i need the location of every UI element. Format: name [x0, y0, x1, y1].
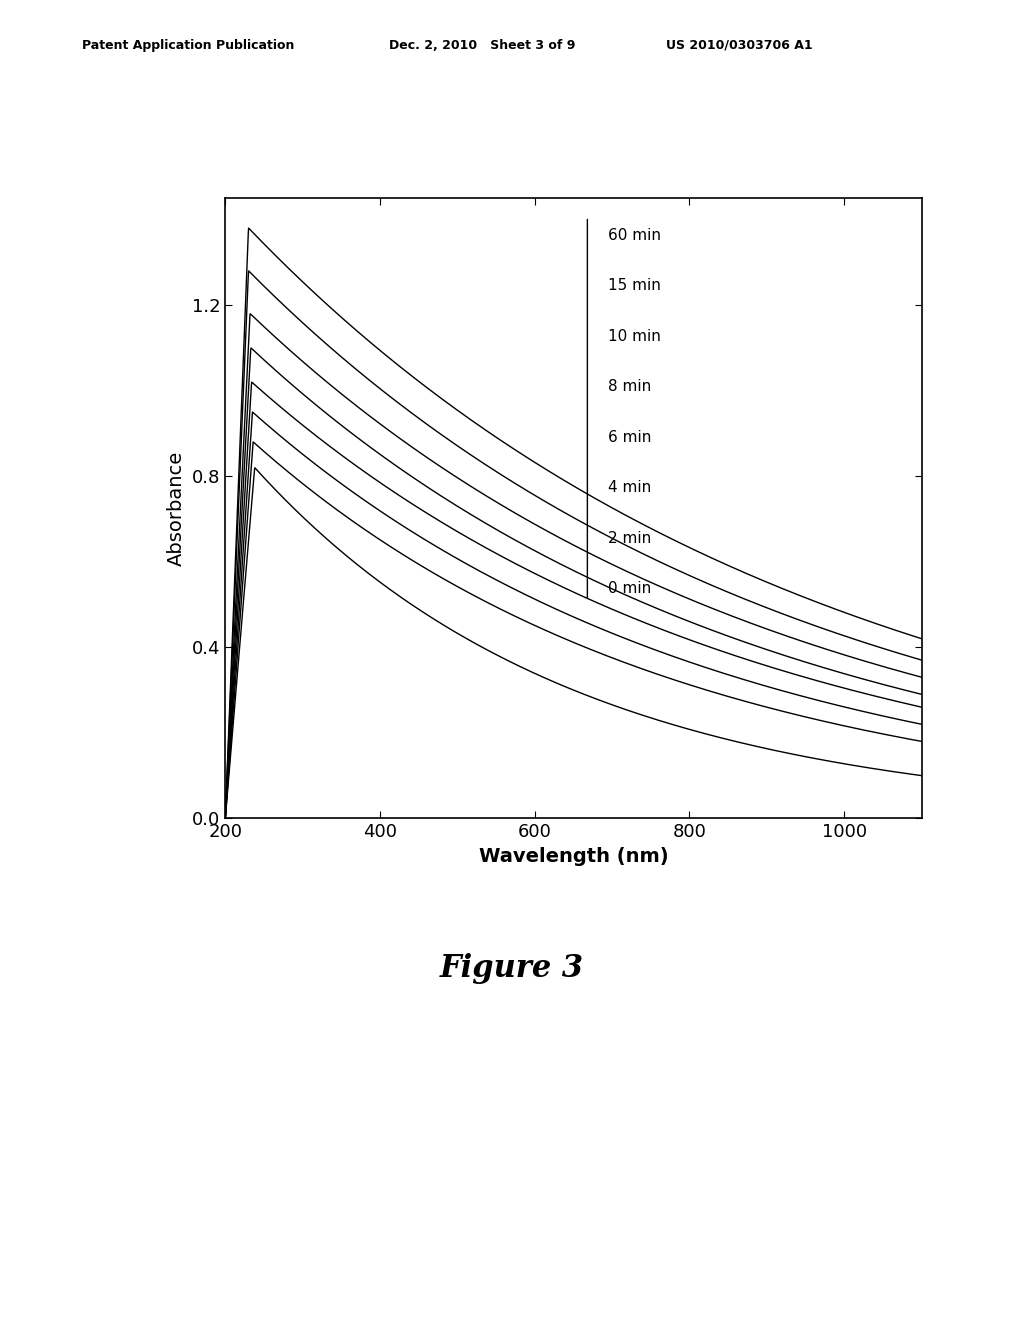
- Text: 60 min: 60 min: [608, 228, 662, 243]
- Y-axis label: Absorbance: Absorbance: [167, 450, 186, 566]
- Text: 15 min: 15 min: [608, 279, 662, 293]
- Text: Patent Application Publication: Patent Application Publication: [82, 38, 294, 51]
- Text: 4 min: 4 min: [608, 480, 651, 495]
- Text: Dec. 2, 2010   Sheet 3 of 9: Dec. 2, 2010 Sheet 3 of 9: [389, 38, 575, 51]
- Text: 2 min: 2 min: [608, 531, 651, 546]
- Text: Figure 3: Figure 3: [440, 953, 584, 983]
- X-axis label: Wavelength (nm): Wavelength (nm): [478, 847, 669, 866]
- Text: 10 min: 10 min: [608, 329, 662, 343]
- Text: 8 min: 8 min: [608, 379, 651, 395]
- Text: US 2010/0303706 A1: US 2010/0303706 A1: [666, 38, 812, 51]
- Text: 0 min: 0 min: [608, 581, 651, 597]
- Text: 6 min: 6 min: [608, 430, 651, 445]
